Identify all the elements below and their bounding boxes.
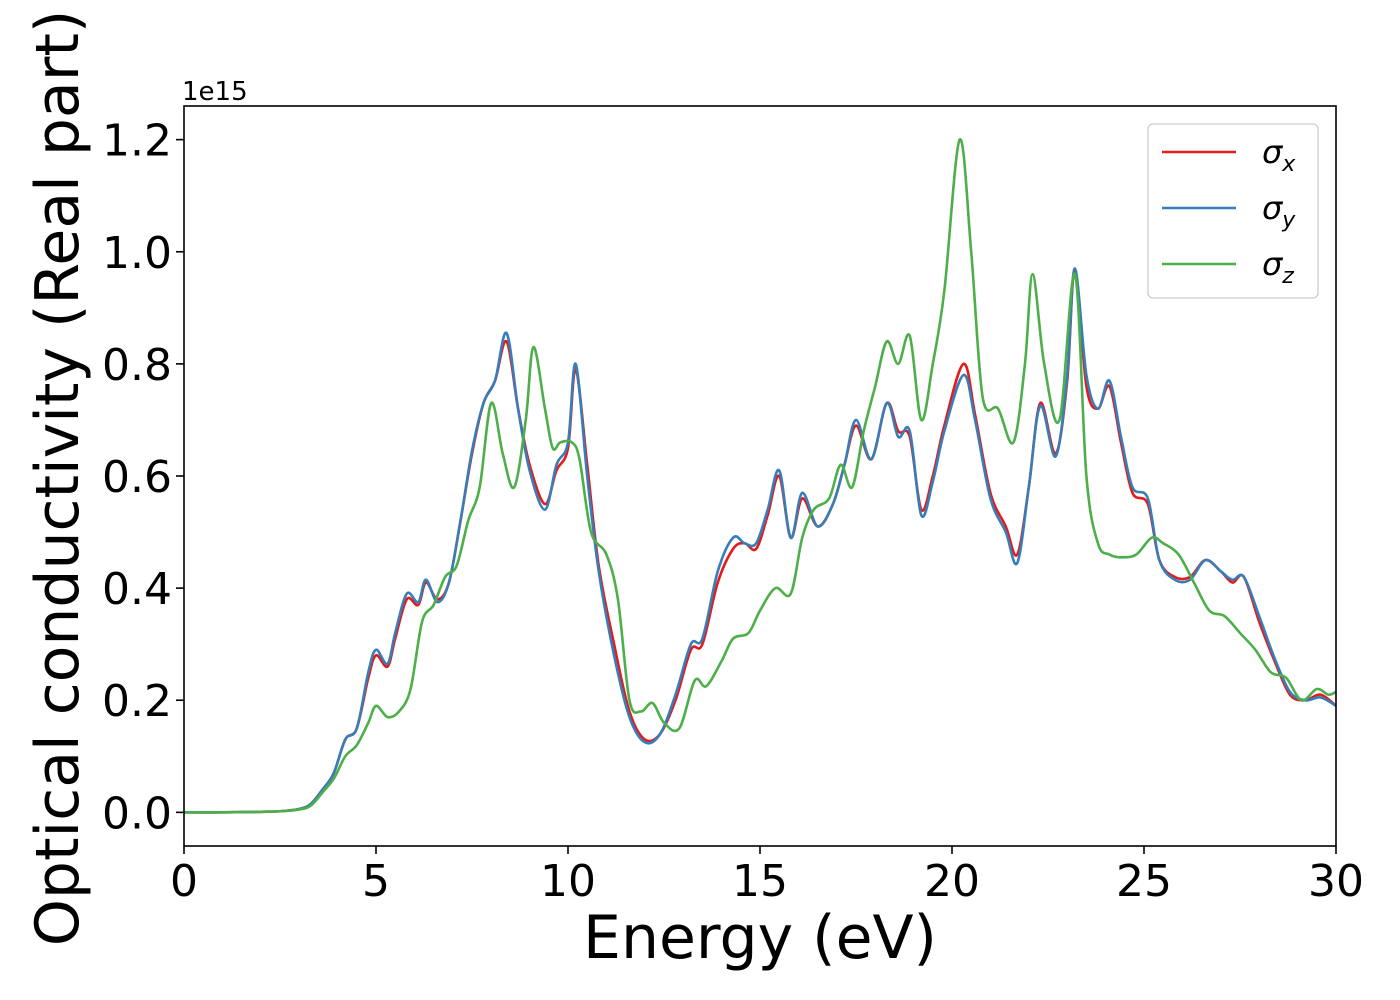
series-line-y [184, 267, 1336, 814]
y-tick-label: 1.0 [102, 228, 172, 279]
x-tick-label: 15 [732, 856, 788, 907]
x-axis-label: Energy (eV) [583, 903, 937, 973]
y-tick-label: 0.6 [102, 452, 172, 503]
y-axis-ticks: 0.0 0.2 0.4 0.6 0.8 1.0 1.2 [102, 116, 184, 839]
legend-frame [1147, 123, 1319, 299]
x-tick-label: 25 [1116, 856, 1172, 907]
y-offset-label: 1e15 [182, 77, 248, 107]
x-tick-label: 0 [170, 856, 198, 907]
y-tick-label: 0.0 [102, 788, 172, 839]
x-tick-label: 30 [1308, 856, 1364, 907]
series-layer [184, 138, 1336, 814]
y-tick-label: 0.2 [102, 676, 172, 727]
x-axis-ticks: 0 5 10 15 20 25 30 [170, 846, 1364, 907]
y-tick-label: 0.8 [102, 340, 172, 391]
x-tick-label: 5 [362, 856, 390, 907]
y-tick-label: 1.2 [102, 116, 172, 167]
y-axis-label: Optical conductivity (Real part) [23, 10, 93, 947]
legend-label-z: σz [1262, 245, 1294, 289]
y-tick-label: 0.4 [102, 564, 172, 615]
x-tick-label: 10 [540, 856, 596, 907]
x-tick-label: 20 [924, 856, 980, 907]
series-line-z [184, 138, 1336, 814]
